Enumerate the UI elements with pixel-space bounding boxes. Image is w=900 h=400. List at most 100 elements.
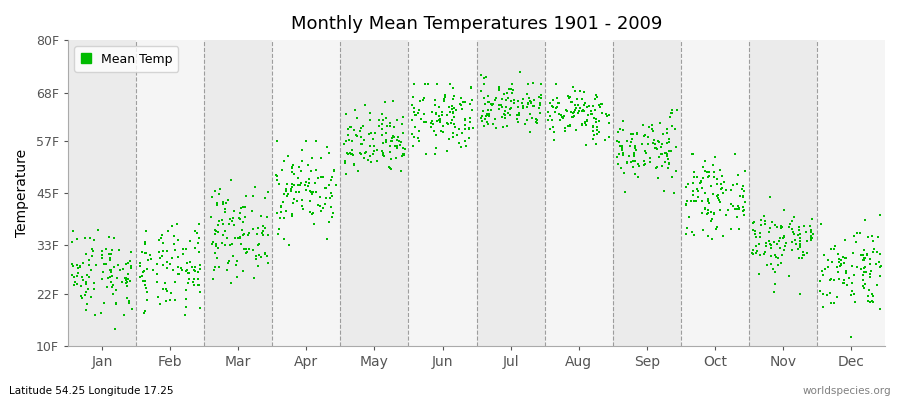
Point (437, 98, 452, 104)
Point (553, 111, 567, 117)
Point (320, 144, 334, 151)
Point (446, 96, 461, 102)
Point (770, 254, 785, 261)
Point (284, 212, 299, 219)
Point (679, 200, 693, 207)
Point (285, 164, 300, 170)
Point (298, 182, 312, 188)
Point (477, 74, 491, 81)
Point (236, 232, 250, 238)
Point (654, 163, 669, 169)
Point (338, 171, 353, 177)
Point (166, 240, 181, 247)
Point (686, 150, 700, 157)
Point (626, 149, 641, 156)
Point (79, 280, 94, 286)
Point (118, 275, 132, 282)
Point (768, 280, 782, 287)
Point (764, 219, 778, 226)
Point (437, 94, 452, 100)
Point (792, 227, 806, 233)
Point (155, 232, 169, 238)
Point (374, 121, 389, 128)
Point (627, 171, 642, 178)
Point (78, 292, 93, 298)
Point (67, 274, 81, 280)
Point (624, 159, 638, 166)
Point (712, 197, 726, 204)
Point (577, 102, 591, 109)
Point (619, 160, 634, 166)
Point (105, 291, 120, 297)
Point (299, 138, 313, 144)
Point (787, 214, 801, 220)
Point (385, 133, 400, 139)
Point (218, 208, 232, 215)
Point (444, 120, 458, 127)
Point (412, 138, 427, 144)
Point (481, 112, 495, 118)
Point (580, 104, 595, 110)
Point (112, 247, 127, 254)
Point (793, 241, 807, 248)
Point (194, 289, 208, 295)
Point (104, 255, 118, 262)
Point (474, 118, 489, 124)
Point (613, 143, 627, 149)
Point (814, 268, 829, 275)
Point (104, 268, 118, 275)
Point (700, 210, 715, 216)
Point (498, 108, 512, 114)
Point (505, 80, 519, 87)
Point (442, 104, 456, 111)
Point (706, 210, 721, 216)
Point (310, 175, 325, 181)
Point (773, 260, 788, 266)
Point (839, 268, 853, 274)
Point (718, 212, 733, 218)
Point (354, 134, 368, 140)
Point (323, 190, 338, 196)
Point (446, 84, 460, 91)
Point (305, 188, 320, 195)
Point (396, 145, 410, 152)
Point (495, 114, 509, 120)
Point (387, 123, 401, 130)
Point (575, 122, 590, 128)
Point (281, 190, 295, 197)
Point (737, 188, 751, 194)
Point (644, 159, 658, 165)
Point (491, 102, 506, 108)
Point (152, 237, 166, 244)
Point (275, 167, 290, 174)
Point (284, 164, 299, 171)
Point (800, 238, 814, 244)
Point (773, 245, 788, 251)
Point (824, 277, 838, 284)
Point (543, 126, 557, 132)
Point (713, 199, 727, 205)
Point (454, 144, 469, 150)
Point (757, 213, 771, 220)
Point (832, 259, 846, 266)
Point (73, 263, 87, 270)
Point (120, 275, 134, 282)
Point (478, 101, 492, 107)
Point (785, 247, 799, 254)
Point (346, 152, 360, 158)
Point (719, 187, 733, 193)
Point (857, 269, 871, 275)
Point (325, 214, 339, 221)
Point (858, 281, 872, 287)
Point (622, 152, 636, 159)
Point (366, 151, 381, 158)
Point (567, 106, 581, 113)
Point (836, 280, 850, 286)
Point (864, 268, 878, 274)
Point (510, 112, 525, 118)
Point (565, 84, 580, 90)
Point (180, 260, 194, 267)
Point (187, 264, 202, 270)
Point (706, 190, 721, 197)
Point (65, 260, 79, 267)
